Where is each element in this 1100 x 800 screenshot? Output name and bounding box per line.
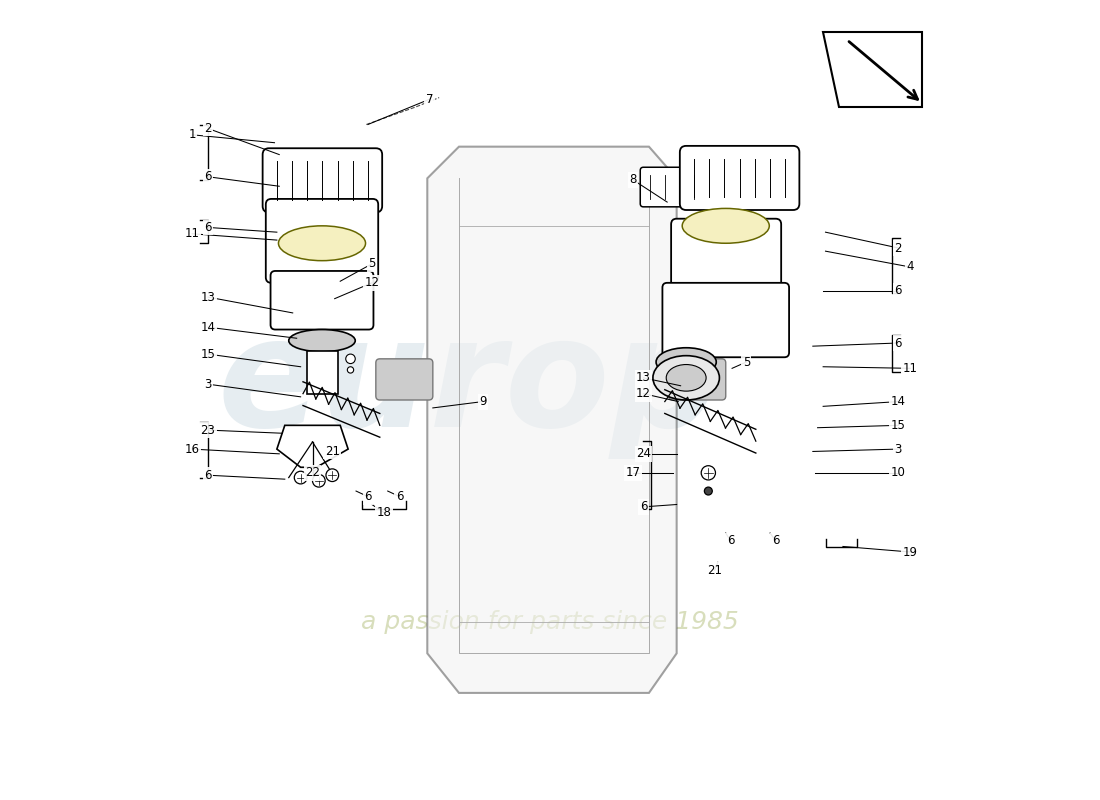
Text: 24: 24	[636, 447, 651, 460]
Text: 21: 21	[324, 445, 340, 458]
FancyBboxPatch shape	[266, 199, 378, 283]
Circle shape	[348, 366, 354, 373]
Text: 12: 12	[636, 387, 651, 400]
Text: 10: 10	[891, 466, 905, 479]
Text: 6: 6	[364, 490, 372, 503]
Text: 18: 18	[376, 506, 392, 519]
Ellipse shape	[656, 348, 716, 376]
Text: 12: 12	[364, 276, 380, 290]
Polygon shape	[823, 32, 922, 107]
Ellipse shape	[278, 226, 365, 261]
FancyBboxPatch shape	[680, 146, 800, 210]
FancyBboxPatch shape	[671, 218, 781, 294]
Text: 6: 6	[772, 534, 780, 547]
Text: 6: 6	[894, 337, 902, 350]
Text: 14: 14	[200, 321, 216, 334]
Text: 6: 6	[727, 534, 735, 547]
Text: a passion for parts since 1985: a passion for parts since 1985	[361, 610, 739, 634]
Polygon shape	[277, 426, 348, 467]
Text: 3: 3	[894, 442, 902, 455]
Circle shape	[312, 474, 326, 487]
Ellipse shape	[682, 209, 769, 243]
Text: 2: 2	[894, 242, 902, 254]
Text: 2: 2	[205, 122, 212, 135]
Text: 13: 13	[636, 371, 651, 384]
Text: 13: 13	[200, 290, 216, 303]
Text: 15: 15	[891, 419, 905, 432]
FancyBboxPatch shape	[669, 359, 726, 400]
FancyBboxPatch shape	[662, 283, 789, 358]
Circle shape	[295, 471, 307, 484]
Text: 5: 5	[742, 355, 750, 369]
Text: 11: 11	[185, 227, 200, 240]
Text: 6: 6	[205, 170, 212, 183]
Text: 4: 4	[906, 261, 914, 274]
FancyBboxPatch shape	[271, 271, 374, 330]
Polygon shape	[427, 146, 676, 693]
Ellipse shape	[288, 330, 355, 352]
Text: 6: 6	[205, 221, 212, 234]
Circle shape	[326, 469, 339, 482]
Text: 16: 16	[185, 442, 200, 455]
Text: 6: 6	[640, 500, 647, 514]
Ellipse shape	[653, 356, 719, 400]
Text: 6: 6	[894, 284, 902, 298]
Text: 6: 6	[396, 490, 404, 503]
Text: 1: 1	[188, 128, 196, 142]
Text: 23: 23	[200, 423, 216, 437]
FancyBboxPatch shape	[376, 359, 432, 400]
Text: 21: 21	[707, 564, 723, 577]
Text: 15: 15	[200, 347, 216, 361]
Text: 5: 5	[368, 258, 375, 270]
Text: 6: 6	[205, 469, 212, 482]
Text: 22: 22	[305, 466, 320, 479]
Text: 7: 7	[426, 93, 433, 106]
Text: 19: 19	[903, 546, 917, 558]
Text: 11: 11	[903, 362, 917, 375]
Text: europ: europ	[218, 310, 719, 458]
Circle shape	[701, 466, 715, 480]
Text: 8: 8	[629, 174, 637, 186]
Text: 3: 3	[205, 378, 211, 390]
FancyBboxPatch shape	[263, 148, 382, 212]
Circle shape	[704, 487, 713, 495]
Polygon shape	[307, 351, 338, 394]
Ellipse shape	[667, 365, 706, 391]
Text: 17: 17	[626, 466, 640, 479]
FancyBboxPatch shape	[640, 167, 704, 207]
Text: 14: 14	[891, 395, 905, 408]
Circle shape	[345, 354, 355, 363]
Text: 9: 9	[478, 395, 486, 408]
